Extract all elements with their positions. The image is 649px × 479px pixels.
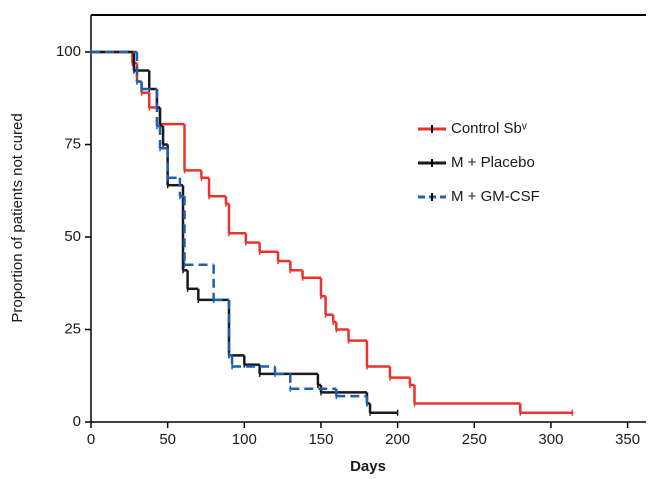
y-tick-label: 75 [64, 135, 81, 152]
x-axis-label: Days [350, 458, 386, 475]
y-tick-label: 25 [64, 320, 81, 337]
legend-label: Control Sbᵛ [451, 120, 527, 137]
x-tick-label: 150 [308, 431, 333, 448]
y-tick-label: 100 [56, 43, 81, 60]
y-axis-label: Proportion of patients not cured [9, 113, 26, 322]
x-tick-label: 50 [159, 431, 176, 448]
y-tick-label: 50 [64, 228, 81, 245]
x-tick-label: 200 [385, 431, 410, 448]
x-tick-label: 250 [462, 431, 487, 448]
legend-label: M + GM-CSF [451, 188, 540, 205]
y-tick-label: 0 [73, 413, 81, 430]
x-tick-label: 100 [232, 431, 257, 448]
x-tick-label: 300 [538, 431, 563, 448]
legend-label: M + Placebo [451, 154, 535, 171]
x-tick-label: 350 [615, 431, 640, 448]
x-tick-label: 0 [87, 431, 95, 448]
